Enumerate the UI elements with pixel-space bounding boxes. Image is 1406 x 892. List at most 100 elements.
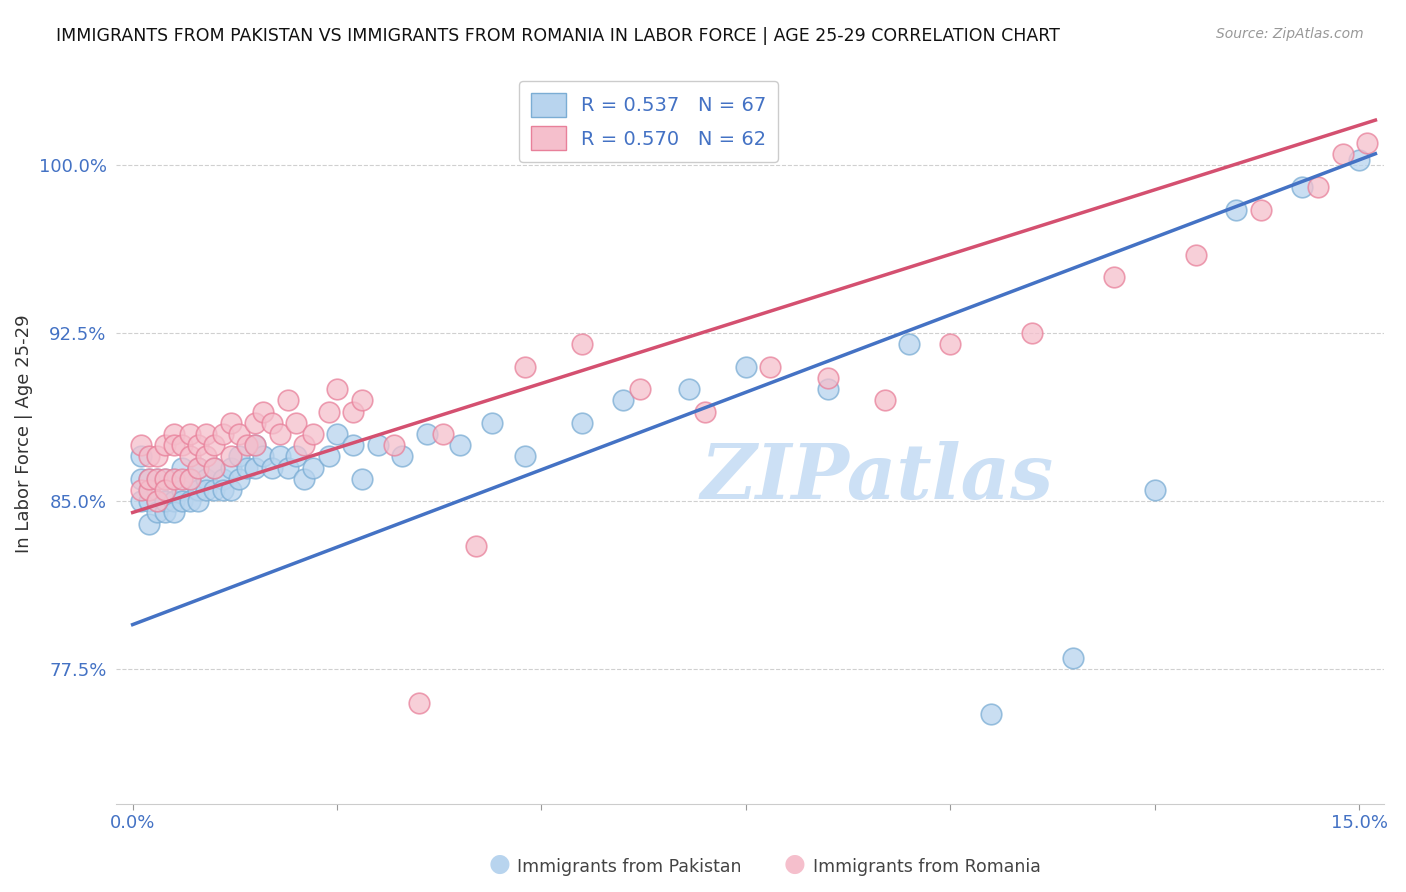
Point — [211, 483, 233, 497]
Point — [1184, 247, 1206, 261]
Point — [155, 506, 177, 520]
Point — [236, 460, 259, 475]
Point — [138, 516, 160, 531]
Point — [219, 450, 242, 464]
Point — [1062, 651, 1084, 665]
Point — [269, 427, 291, 442]
Point — [195, 472, 218, 486]
Point — [301, 460, 323, 475]
Point — [202, 438, 225, 452]
Point — [146, 450, 169, 464]
Point — [138, 472, 160, 486]
Point — [513, 359, 536, 374]
Point — [195, 450, 218, 464]
Point — [219, 416, 242, 430]
Point — [187, 460, 209, 475]
Point — [1291, 180, 1313, 194]
Text: IMMIGRANTS FROM PAKISTAN VS IMMIGRANTS FROM ROMANIA IN LABOR FORCE | AGE 25-29 C: IMMIGRANTS FROM PAKISTAN VS IMMIGRANTS F… — [56, 27, 1060, 45]
Point — [170, 483, 193, 497]
Point — [245, 416, 267, 430]
Point — [342, 404, 364, 418]
Point — [873, 393, 896, 408]
Point — [318, 450, 340, 464]
Point — [350, 472, 373, 486]
Point — [1348, 153, 1371, 168]
Point — [939, 337, 962, 351]
Point — [1102, 270, 1125, 285]
Point — [277, 393, 299, 408]
Point — [734, 359, 756, 374]
Point — [1331, 146, 1354, 161]
Text: Immigrants from Pakistan: Immigrants from Pakistan — [517, 858, 742, 876]
Point — [301, 427, 323, 442]
Point — [170, 472, 193, 486]
Point — [179, 427, 201, 442]
Point — [179, 450, 201, 464]
Point — [416, 427, 439, 442]
Point — [155, 483, 177, 497]
Point — [391, 450, 413, 464]
Point — [162, 472, 184, 486]
Text: ZIPatlas: ZIPatlas — [700, 442, 1053, 516]
Point — [162, 472, 184, 486]
Point — [252, 404, 274, 418]
Point — [187, 460, 209, 475]
Point — [202, 460, 225, 475]
Point — [817, 371, 839, 385]
Point — [202, 483, 225, 497]
Text: Immigrants from Romania: Immigrants from Romania — [813, 858, 1040, 876]
Point — [187, 494, 209, 508]
Point — [252, 450, 274, 464]
Point — [162, 438, 184, 452]
Point — [138, 483, 160, 497]
Point — [236, 438, 259, 452]
Point — [245, 438, 267, 452]
Point — [342, 438, 364, 452]
Point — [129, 450, 152, 464]
Point — [382, 438, 405, 452]
Point — [1250, 202, 1272, 217]
Point — [219, 460, 242, 475]
Point — [138, 494, 160, 508]
Point — [195, 483, 218, 497]
Point — [277, 460, 299, 475]
Point — [179, 494, 201, 508]
Point — [693, 404, 716, 418]
Point — [1021, 326, 1043, 340]
Legend: R = 0.537   N = 67, R = 0.570   N = 62: R = 0.537 N = 67, R = 0.570 N = 62 — [519, 81, 778, 161]
Point — [146, 506, 169, 520]
Point — [1308, 180, 1330, 194]
Point — [571, 337, 593, 351]
Point — [146, 472, 169, 486]
Point — [138, 483, 160, 497]
Point — [260, 416, 283, 430]
Point — [432, 427, 454, 442]
Point — [465, 539, 488, 553]
Point — [155, 494, 177, 508]
Point — [228, 427, 250, 442]
Point — [260, 460, 283, 475]
Point — [129, 472, 152, 486]
Point — [285, 450, 308, 464]
Point — [146, 483, 169, 497]
Point — [571, 416, 593, 430]
Point — [155, 472, 177, 486]
Point — [129, 438, 152, 452]
Point — [245, 438, 267, 452]
Point — [980, 707, 1002, 722]
Point — [146, 472, 169, 486]
Point — [146, 494, 169, 508]
Text: Source: ZipAtlas.com: Source: ZipAtlas.com — [1216, 27, 1364, 41]
Point — [155, 438, 177, 452]
Point — [138, 472, 160, 486]
Point — [162, 494, 184, 508]
Text: ●: ● — [783, 852, 806, 876]
Point — [138, 450, 160, 464]
Point — [219, 483, 242, 497]
Point — [408, 696, 430, 710]
Point — [195, 427, 218, 442]
Point — [481, 416, 503, 430]
Point — [628, 382, 651, 396]
Point — [326, 427, 349, 442]
Point — [817, 382, 839, 396]
